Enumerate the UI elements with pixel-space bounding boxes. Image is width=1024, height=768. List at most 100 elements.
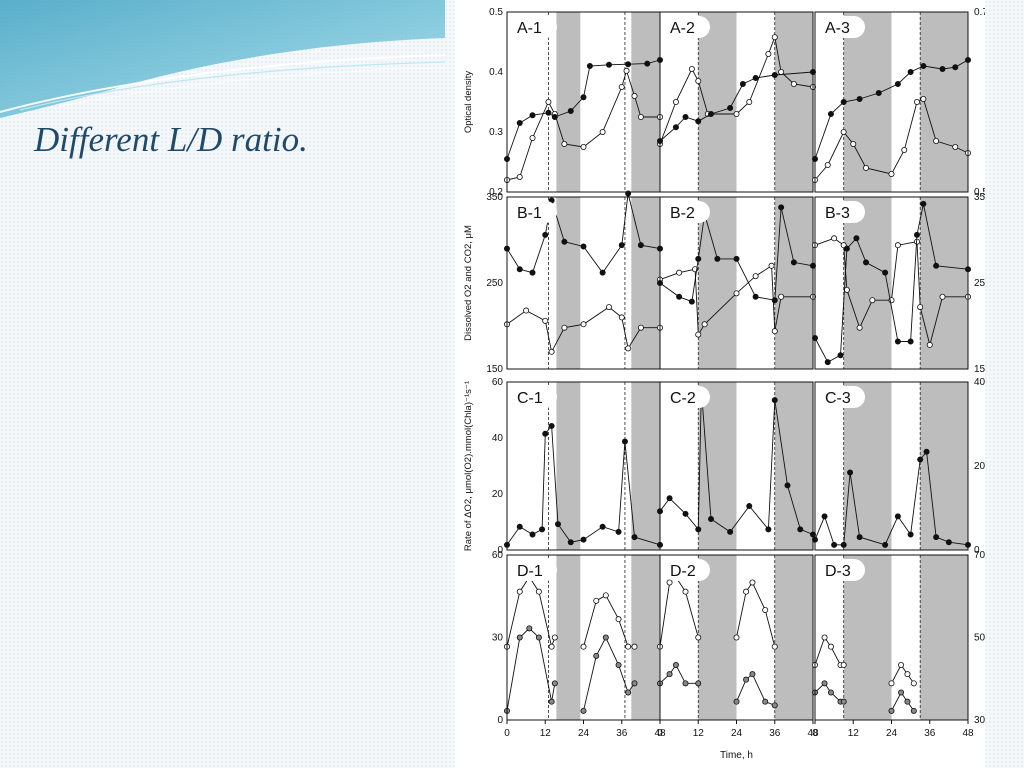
open-series-point <box>840 662 847 669</box>
filled-series-point <box>907 531 914 538</box>
left-tick-label: 0.4 <box>489 67 503 78</box>
open-series-point <box>752 273 759 280</box>
filled-series-point <box>765 526 772 533</box>
panel-label: A-3 <box>825 20 850 37</box>
panel-c-3: C-3 <box>811 381 971 551</box>
filled-series-point <box>746 503 753 510</box>
dark-period-1 <box>556 555 581 720</box>
open-series-2-point <box>602 592 609 599</box>
filled-series-point <box>907 338 914 345</box>
filled-series-point <box>824 359 831 366</box>
panel-b-1: B-1 <box>504 190 663 370</box>
filled-series-point <box>621 438 628 445</box>
gray-series-2-point <box>904 698 911 705</box>
y-axis-label: Dissolved O2 and CO2, μM <box>463 225 474 341</box>
filled-series-point <box>778 204 785 211</box>
filled-series-point <box>840 541 847 548</box>
panel-label-bg <box>511 16 557 38</box>
open-series-point <box>939 293 946 300</box>
gray-series-line <box>659 664 699 684</box>
gray-series-point <box>548 698 555 705</box>
panel-border <box>814 381 969 551</box>
filled-series-point <box>923 448 930 455</box>
filled-series-point <box>516 266 523 273</box>
open-series-2-point <box>580 643 587 650</box>
open-series-point <box>688 66 695 73</box>
gray-series-2-point <box>898 689 905 696</box>
filled-series-point <box>676 293 683 300</box>
open-series-point <box>862 164 869 171</box>
filled-series-point <box>913 231 920 238</box>
filled-series-point <box>727 105 734 112</box>
filled-series-point <box>682 114 689 121</box>
filled-series-point <box>856 534 863 541</box>
panel-label: B-1 <box>517 205 542 222</box>
panel-label-bg <box>511 386 557 408</box>
right-tick-label: 40 <box>974 377 985 388</box>
panel-label: D-2 <box>670 563 696 580</box>
filled-series-point <box>784 482 791 489</box>
open-series-point <box>952 143 959 150</box>
gray-series-2-point <box>593 652 600 659</box>
open-series-point <box>831 235 838 242</box>
x-tick-label: 24 <box>578 728 590 739</box>
open-series-2-point <box>743 588 750 595</box>
open-series-2-point <box>749 579 756 586</box>
gray-series-point <box>682 680 689 687</box>
gray-series-2-point <box>580 707 587 714</box>
filled-series-point <box>933 534 940 541</box>
x-tick-label: 48 <box>962 728 974 739</box>
filled-series-point <box>580 536 587 543</box>
filled-series-point <box>529 269 536 276</box>
open-series-line <box>506 576 556 649</box>
filled-series-point <box>952 64 959 71</box>
open-series-point <box>599 128 606 135</box>
dark-period-1 <box>556 382 581 550</box>
open-series-point <box>535 588 542 595</box>
open-series-point <box>824 161 831 168</box>
filled-series-point <box>561 238 568 245</box>
filled-series-point <box>551 114 558 121</box>
open-series-point <box>695 634 702 641</box>
open-series-2-point <box>910 680 917 687</box>
open-series-point <box>778 293 785 300</box>
open-series-point <box>695 331 702 338</box>
left-tick-label: 0.5 <box>489 7 503 18</box>
open-series-point <box>933 137 940 144</box>
open-series-point <box>580 321 587 328</box>
filled-series-point <box>567 539 574 546</box>
open-series-point <box>676 269 683 276</box>
gray-series-2-point <box>602 634 609 641</box>
dark-period-2 <box>774 555 813 720</box>
open-series-point <box>869 297 876 304</box>
right-tick-label: 20 <box>974 461 985 472</box>
gray-series-2-point <box>733 698 740 705</box>
left-tick-label: 0.3 <box>489 127 503 138</box>
open-series-point <box>778 69 785 76</box>
filled-series-point <box>882 269 889 276</box>
panel-label: A-2 <box>670 20 695 37</box>
filled-series-point <box>555 521 562 528</box>
panel-label-bg <box>511 201 557 223</box>
open-series-point <box>894 242 901 249</box>
slide-title: Different L/D ratio. <box>34 120 308 159</box>
filled-series-point <box>907 69 914 76</box>
panel-label-bg <box>664 16 710 38</box>
open-series-point <box>901 146 908 153</box>
panel-border <box>659 196 814 370</box>
x-axis-label: Time, h <box>720 750 753 761</box>
panel-b-2: B-2 <box>656 196 816 370</box>
left-tick-label: 30 <box>492 633 504 644</box>
filled-series-point <box>625 61 632 68</box>
filled-series-point <box>707 111 714 118</box>
x-tick-label: 12 <box>693 728 705 739</box>
right-tick-label: 350 <box>974 192 985 203</box>
open-series-point <box>561 140 568 147</box>
filled-series-point <box>605 61 612 68</box>
x-tick-label: 36 <box>769 728 781 739</box>
gray-series-point <box>666 671 673 678</box>
open-series-point <box>771 34 778 41</box>
open-series-line <box>659 576 699 647</box>
panel-label: D-3 <box>825 563 851 580</box>
panel-border <box>814 196 969 370</box>
